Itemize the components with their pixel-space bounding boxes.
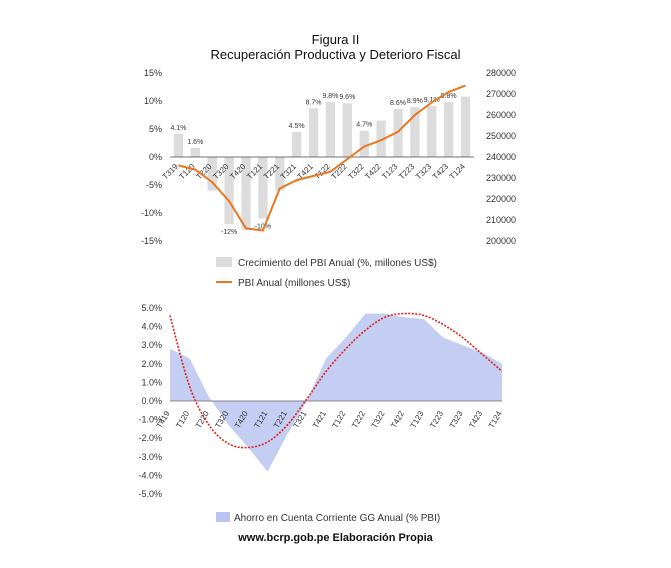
- y-right-tick-label: 260000: [486, 110, 516, 120]
- growth-bar: [207, 157, 217, 191]
- bar-data-label: 8.6%: [390, 100, 406, 107]
- growth-bar: [427, 106, 437, 157]
- x-tick-label: T220: [194, 409, 211, 430]
- x-tick-label: T120: [174, 409, 191, 430]
- y-left-tick-label: 0%: [149, 152, 162, 162]
- growth-gdp-chart: -15% -10% -5% 0% 5% 10% 15% 200000 210000 220000 2…: [141, 68, 516, 289]
- y-tick-label: 3.0%: [141, 340, 162, 350]
- figure-footer: www.bcrp.gob.pe Elaboración Propia: [238, 532, 433, 544]
- growth-bar: [308, 108, 319, 157]
- bar-data-label: 9.8%: [322, 93, 338, 100]
- growth-bar: [376, 120, 386, 157]
- bar-data-label: 8.7%: [306, 99, 322, 106]
- y-tick-label: -2.0%: [138, 433, 162, 443]
- x-tick-label: T122: [331, 409, 348, 430]
- growth-bar: [258, 157, 268, 219]
- bar-data-label: 8.9%: [407, 98, 423, 105]
- y-tick-label: -3.0%: [138, 452, 162, 462]
- growth-bar: [359, 130, 369, 157]
- figure-title: Figura II: [311, 32, 360, 47]
- gdp-line: [178, 84, 466, 232]
- y-tick-label: 0.0%: [141, 396, 162, 406]
- y-right-tick-label: 200000: [486, 236, 516, 246]
- y-left-tick-label: -5%: [146, 180, 162, 190]
- x-tick-label: T423: [467, 409, 484, 430]
- legend-label-line: PBI Anual (millones US$): [238, 278, 350, 289]
- x-tick-label: T124: [487, 409, 504, 430]
- y-right-tick-label: 250000: [486, 131, 516, 141]
- trend-dotted-line: [169, 312, 503, 449]
- growth-bar: [292, 131, 302, 157]
- bar-data-label: -10%: [255, 224, 271, 231]
- bar-data-label: 4.7%: [356, 122, 372, 129]
- x-tick-label: T322: [370, 409, 387, 430]
- x-tick-label: T223: [428, 409, 445, 430]
- y-tick-label: 1.0%: [141, 377, 162, 387]
- y-right-tick-label: 270000: [486, 89, 516, 99]
- growth-bar: [224, 157, 234, 225]
- bar-data-label: 9.1%: [424, 97, 440, 104]
- legend-label-bars: Crecimiento del PBI Anual (%, millones U…: [238, 258, 437, 269]
- growth-bar: [173, 134, 184, 157]
- y-right-tick-label: 280000: [486, 68, 516, 78]
- y-left-tick-label: -15%: [141, 236, 162, 246]
- y-left-tick-label: 5%: [149, 124, 162, 134]
- y-left-tick-label: 10%: [144, 96, 162, 106]
- growth-bar: [275, 157, 285, 191]
- bar-data-label: 4.5%: [289, 123, 305, 130]
- bar-data-label: 4.1%: [170, 125, 186, 132]
- y-tick-label: -5.0%: [138, 489, 162, 499]
- y-tick-label: -4.0%: [138, 470, 162, 480]
- y-tick-label: 5.0%: [141, 303, 162, 313]
- y-right-tick-label: 210000: [486, 215, 516, 225]
- bar-data-label: -12%: [221, 229, 237, 236]
- x-tick-label: T422: [389, 409, 406, 430]
- x-tick-label: T419: [155, 409, 172, 430]
- x-tick-label: T323: [448, 409, 465, 430]
- growth-bar: [241, 157, 251, 230]
- growth-bar: [325, 102, 336, 157]
- x-tick-label: T222: [350, 409, 367, 430]
- y-tick-label: 2.0%: [141, 359, 162, 369]
- figure-subtitle: Recuperación Productiva y Deterioro Fisc…: [210, 47, 461, 62]
- y-tick-label: -1.0%: [138, 415, 162, 425]
- y-right-tick-label: 230000: [486, 173, 516, 183]
- growth-bar: [460, 96, 471, 157]
- legend-swatch-area: [216, 512, 230, 522]
- growth-bar: [342, 103, 352, 157]
- growth-bar: [444, 102, 454, 157]
- savings-area: [170, 313, 502, 472]
- legend-swatch-bars: [216, 257, 232, 267]
- bar-data-label: 1.6%: [187, 139, 203, 146]
- x-tick-label: T123: [409, 409, 426, 430]
- bar-data-label: 9.8%: [441, 93, 457, 100]
- y-right-tick-label: 220000: [486, 194, 516, 204]
- y-right-tick-label: 240000: [486, 152, 516, 162]
- x-tick-label: T421: [311, 409, 328, 430]
- y-left-tick-label: 15%: [144, 68, 162, 78]
- y-tick-label: 4.0%: [141, 322, 162, 332]
- legend-label-area: Ahorro en Cuenta Corriente GG Anual (% P…: [234, 513, 440, 524]
- growth-bar: [410, 107, 420, 157]
- y-left-tick-label: -10%: [141, 208, 162, 218]
- growth-bar: [393, 108, 403, 157]
- growth-bar: [190, 148, 200, 157]
- bar-data-label: 9.6%: [339, 94, 355, 101]
